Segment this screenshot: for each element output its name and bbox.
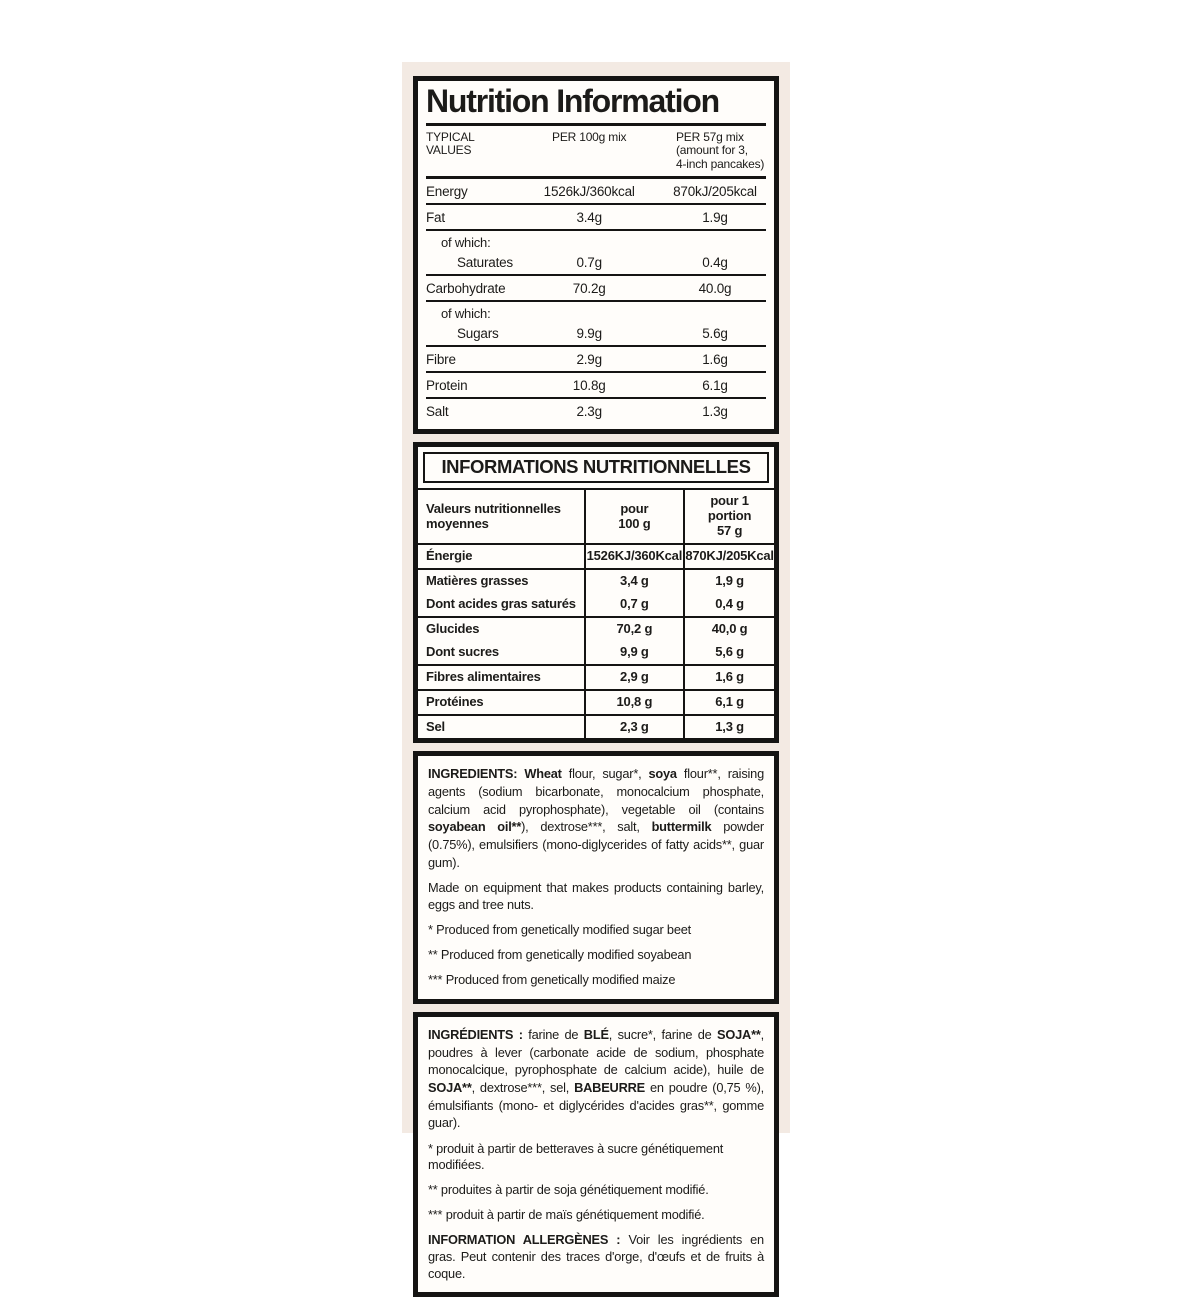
- ingredients-paragraph-en: INGREDIENTS: Wheat flour, sugar*, soya f…: [428, 766, 764, 870]
- panel-title-en: Nutrition Information: [426, 83, 766, 126]
- table-header-fr: Valeurs nutritionnelles moyennes pour 10…: [418, 490, 774, 545]
- panel-title-fr: INFORMATIONS NUTRITIONNELLES: [423, 452, 769, 484]
- footnote-soja: ** produites à partir de soja génétiquem…: [428, 1182, 709, 1198]
- header-per-57g: PER 57g mix (amount for 3, 4-inch pancak…: [675, 129, 765, 171]
- header-per-100g: PER 100g mix: [552, 129, 627, 144]
- table-row-fibres: Fibres alimentaires 2,9 g 1,6 g: [418, 665, 774, 691]
- nutrition-information-panel: Nutrition Information TYPICAL VALUES PER…: [413, 76, 779, 435]
- table-header-en: TYPICAL VALUES PER 100g mix PER 57g mix …: [426, 126, 766, 180]
- table-row-matieres-grasses: Matières grasses 3,4 g 1,9 g: [418, 569, 774, 593]
- table-row-of-which: of which:: [441, 235, 491, 251]
- informations-nutritionnelles-panel: INFORMATIONS NUTRITIONNELLES Valeurs nut…: [413, 442, 779, 744]
- table-row-fibre: Fibre 2.9g 1.6g: [426, 347, 766, 374]
- equipment-note-en: Made on equipment that makes products co…: [428, 880, 764, 913]
- table-fr: Valeurs nutritionnelles moyennes pour 10…: [418, 488, 774, 739]
- table-row-sugars: Sugars 9.9g 5.6g: [426, 321, 766, 348]
- table-row-saturates: Saturates 0.7g 0.4g: [426, 250, 766, 277]
- footnote-gm-maize: *** Produced from genetically modified m…: [428, 972, 676, 988]
- table-row-glucides: Glucides 70,2 g 40,0 g: [418, 617, 774, 641]
- table-row-protein: Protein 10.8g 6.1g: [426, 373, 766, 400]
- table-row-dont-sucres: Dont sucres 9,9 g 5,6 g: [418, 640, 774, 666]
- ingredients-panel-fr: INGRÉDIENTS : farine de BLÉ, sucre*, far…: [413, 1012, 779, 1297]
- table-row-sel: Sel 2,3 g 1,3 g: [418, 715, 774, 739]
- ingredients-panel-en: INGREDIENTS: Wheat flour, sugar*, soya f…: [413, 751, 779, 1005]
- table-row-salt: Salt 2.3g 1.3g: [426, 404, 728, 420]
- footnote-gm-sugar-beet: * Produced from genetically modified sug…: [428, 922, 692, 938]
- header-pour-portion: pour 1 portion 57 g: [683, 490, 774, 543]
- header-typical-values: TYPICAL VALUES: [426, 129, 475, 158]
- table-row-energy: Energy 1526kJ/360kcal 870kJ/205kcal: [426, 179, 766, 206]
- table-row-proteines: Protéines 10,8 g 6,1 g: [418, 690, 774, 716]
- nutrition-label: Nutrition Information TYPICAL VALUES PER…: [413, 76, 779, 1305]
- header-valeurs: Valeurs nutritionnelles moyennes: [426, 500, 561, 531]
- allergen-information-fr: INFORMATION ALLERGÈNES : Voir les ingréd…: [428, 1232, 764, 1281]
- footnote-gm-soyabean: ** Produced from genetically modified so…: [428, 947, 692, 963]
- table-row-energie: Énergie 1526KJ/360Kcal 870KJ/205Kcal: [418, 544, 774, 570]
- table-row-carbohydrate: Carbohydrate 70.2g 40.0g: [426, 276, 766, 303]
- table-row-of-which: of which:: [441, 306, 491, 322]
- table-row-fat: Fat 3.4g 1.9g: [426, 205, 766, 232]
- table-row-acides-gras-satures: Dont acides gras saturés 0,7 g 0,4 g: [418, 592, 774, 618]
- header-pour-100g: pour 100 g: [583, 490, 684, 543]
- footnote-betteraves: * produit à partir de betteraves à sucre…: [428, 1141, 724, 1173]
- footnote-mais: *** produit à partir de maïs génétiqueme…: [428, 1207, 705, 1223]
- ingredients-paragraph-fr: INGRÉDIENTS : farine de BLÉ, sucre*, far…: [428, 1027, 765, 1131]
